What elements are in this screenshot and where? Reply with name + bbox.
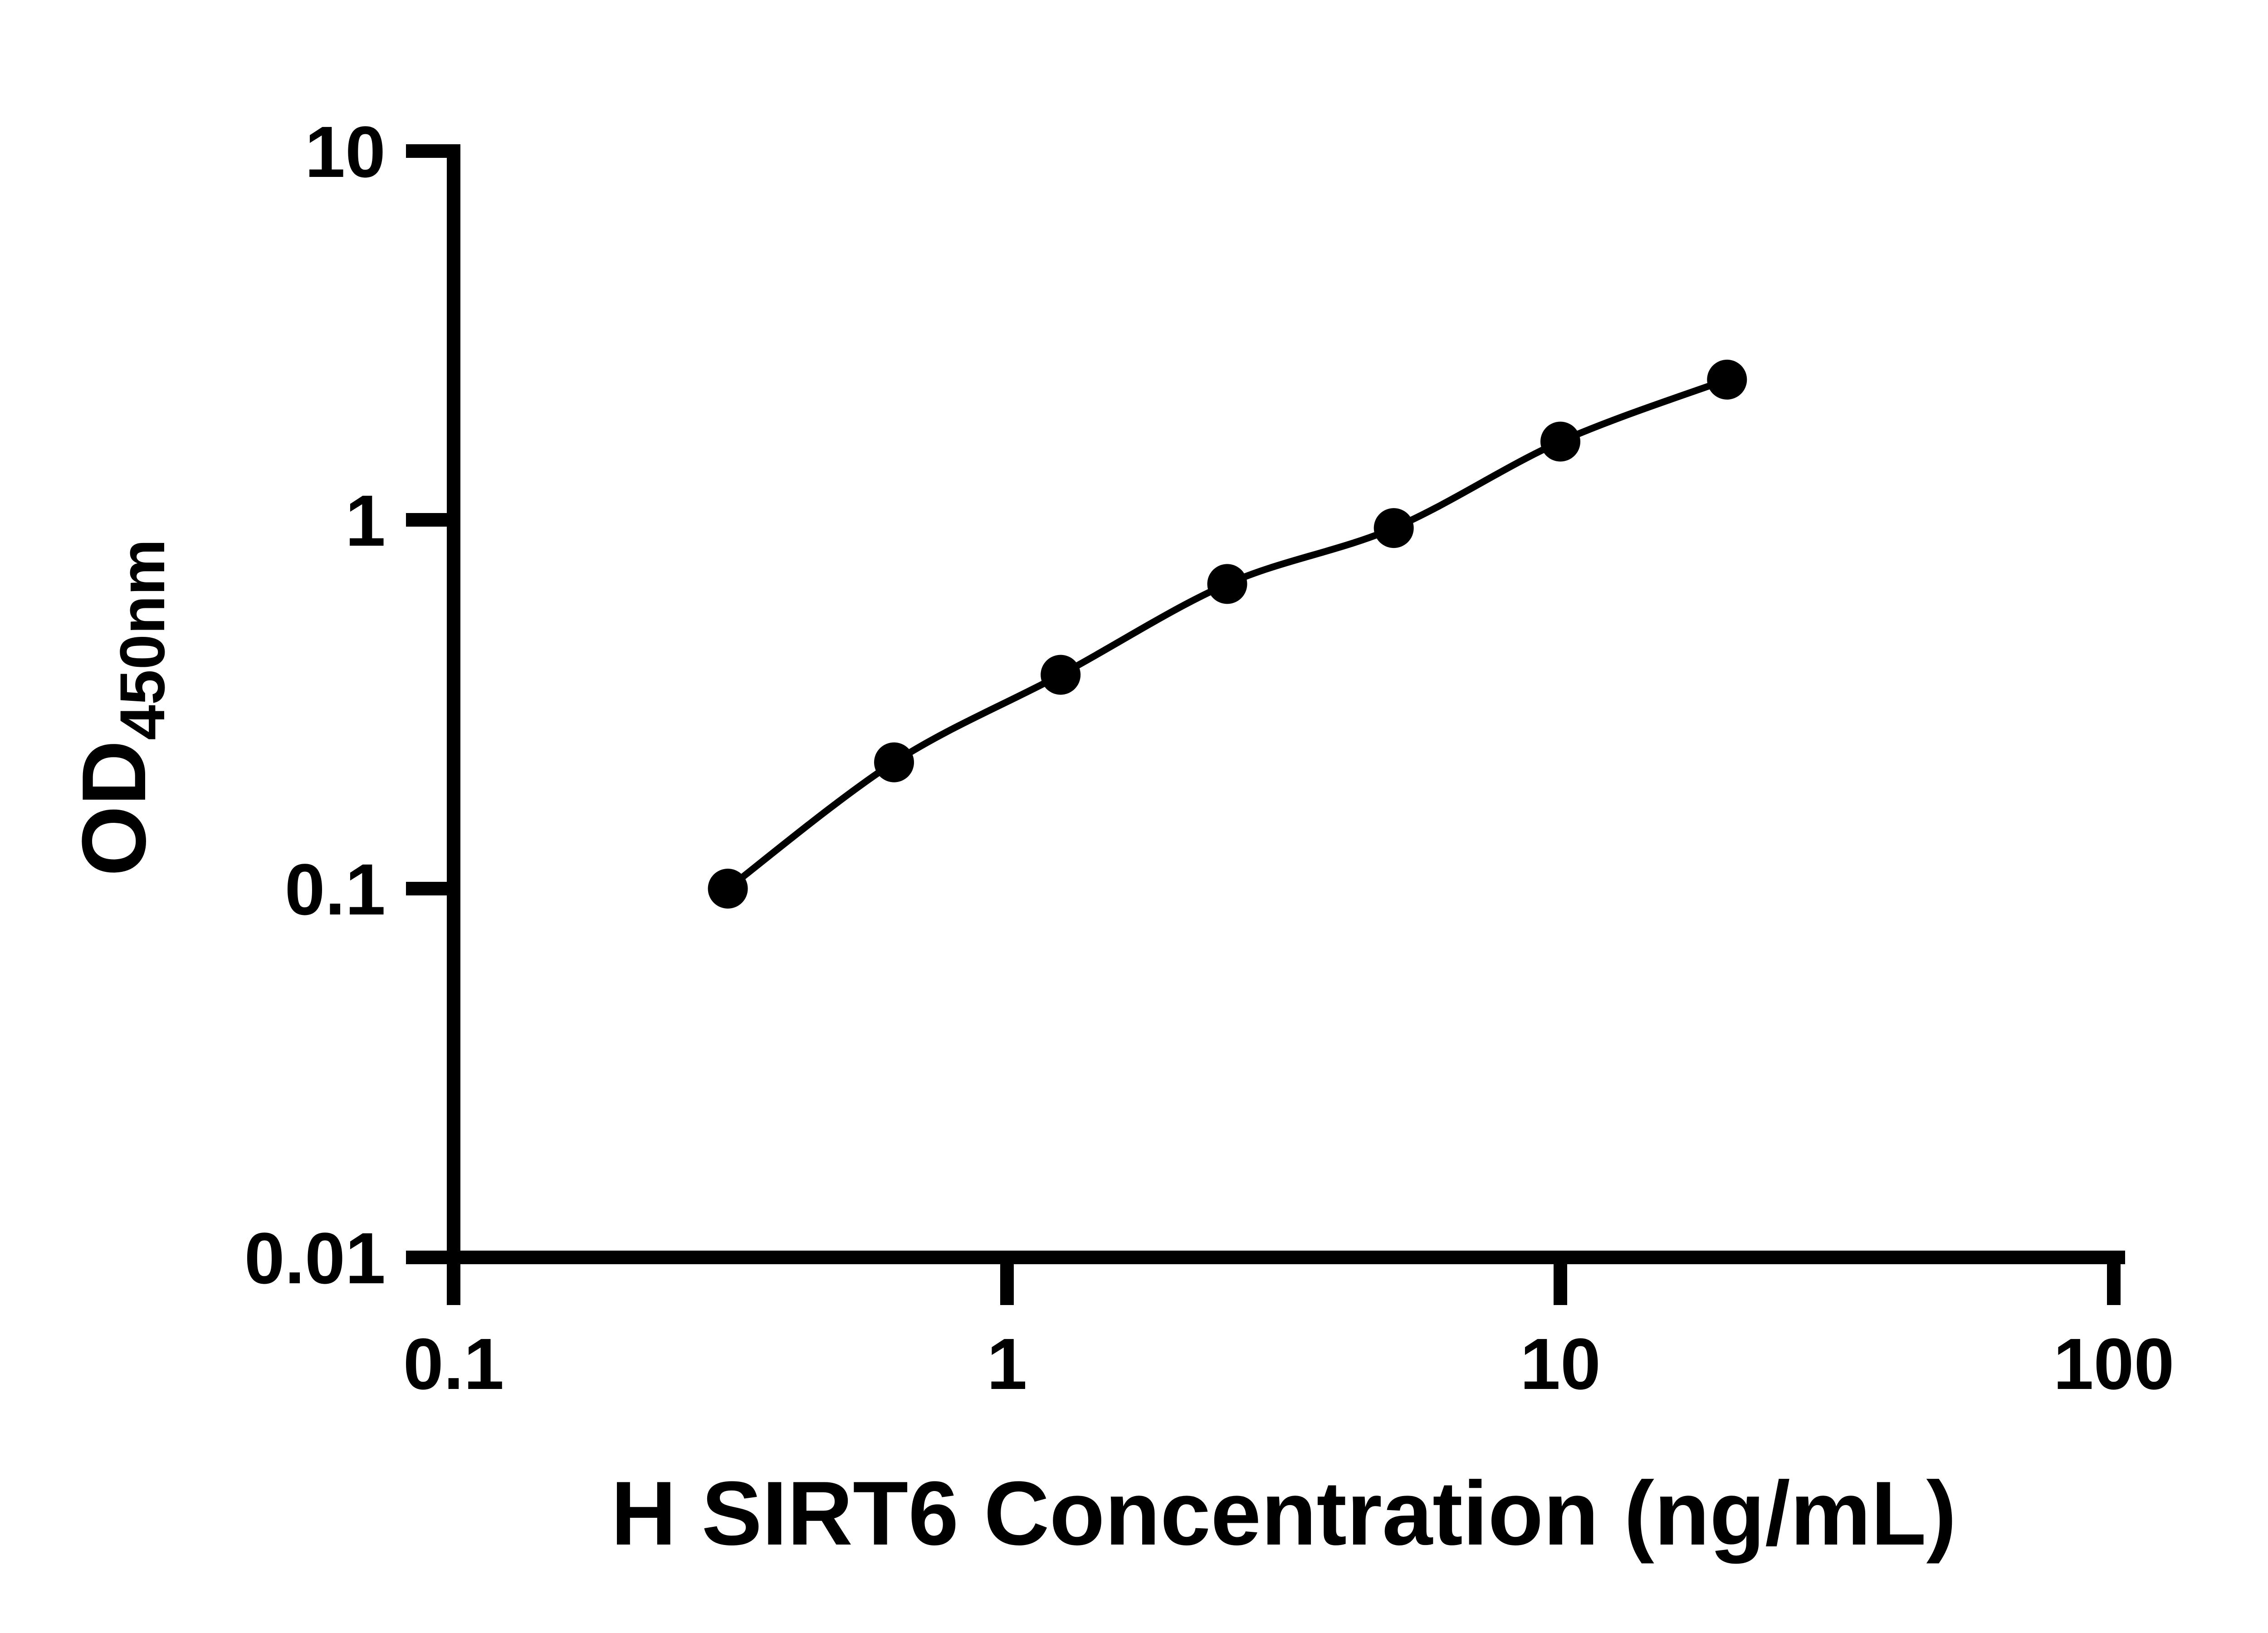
y-tick-label: 1: [345, 480, 386, 561]
y-axis-ticks: 10 1 0.1 0.01: [244, 111, 454, 1299]
data-points-group: [708, 359, 1747, 909]
data-point: [1207, 564, 1247, 604]
axis-frame: [447, 144, 2125, 1264]
fit-line: [724, 376, 1730, 892]
data-point: [1374, 508, 1414, 548]
data-point: [1707, 359, 1747, 400]
y-axis-title-subscript: 450nm: [107, 539, 178, 740]
x-axis-ticks: 0.1 1 10 100: [403, 1257, 2175, 1404]
y-tick-label: 0.01: [244, 1217, 386, 1299]
data-point: [874, 742, 914, 782]
x-tick-label: 100: [2053, 1323, 2175, 1404]
x-axis-title: H SIRT6 Concentration (ng/mL): [611, 1463, 1957, 1564]
x-tick-label: 0.1: [403, 1323, 504, 1404]
x-tick-label: 1: [987, 1323, 1027, 1404]
y-axis-title-main: OD: [64, 740, 165, 876]
y-axis-title: OD450nm: [64, 539, 178, 876]
data-point: [708, 869, 748, 909]
data-point: [1041, 655, 1081, 695]
data-point: [1540, 421, 1580, 462]
y-tick-label: 10: [305, 111, 386, 192]
y-tick-label: 0.1: [285, 849, 386, 930]
x-tick-label: 10: [1520, 1323, 1601, 1404]
fit-line-group: [724, 376, 1730, 892]
